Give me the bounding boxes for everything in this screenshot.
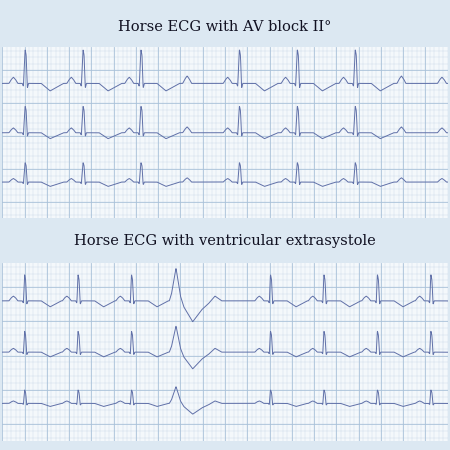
Text: Horse ECG with ventricular extrasystole: Horse ECG with ventricular extrasystole — [74, 234, 376, 248]
Text: Horse ECG with AV block II°: Horse ECG with AV block II° — [118, 20, 332, 34]
